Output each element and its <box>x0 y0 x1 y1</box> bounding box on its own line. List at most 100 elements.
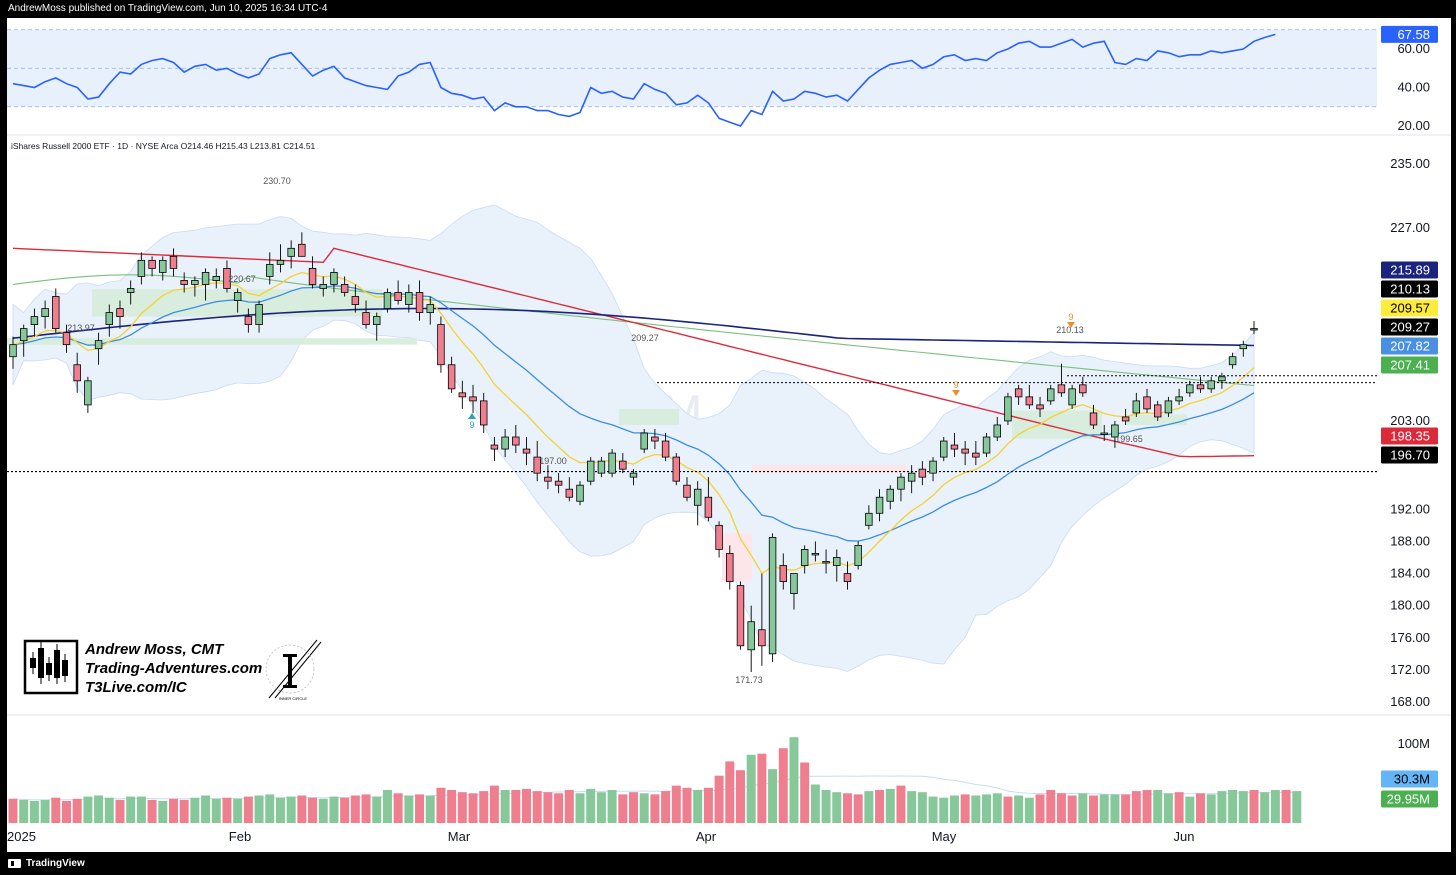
volume-bar <box>1228 790 1238 823</box>
volume-bar <box>1174 792 1184 823</box>
volume-bar <box>693 790 703 823</box>
candle-body <box>533 456 541 474</box>
volume-bar <box>554 793 564 823</box>
volume-bar <box>201 795 211 823</box>
demand-zone-mar <box>619 408 679 425</box>
annotation-high-209-27: 209.27 <box>631 333 659 343</box>
volume-bar <box>832 792 842 823</box>
candle-body <box>897 476 905 490</box>
candle-body <box>1057 384 1066 394</box>
volume-bar <box>543 792 553 823</box>
volume-badge-bg <box>1381 790 1438 808</box>
volume-bar <box>853 794 863 823</box>
volume-bar <box>703 787 713 823</box>
candle-body <box>30 316 39 325</box>
price-badge: 209.57 <box>1390 301 1430 316</box>
volume-bar <box>1078 793 1088 823</box>
volume-bar <box>318 798 328 823</box>
volume-bar <box>810 784 820 823</box>
candle-body <box>159 259 167 273</box>
volume-bar <box>1260 792 1270 823</box>
candle-body <box>1100 432 1108 435</box>
ema21-line <box>12 285 1255 542</box>
volume-bar <box>1281 790 1291 823</box>
volume-bar <box>425 795 435 823</box>
candle-body <box>1250 328 1258 331</box>
volume-bar <box>960 794 970 823</box>
chart-svg[interactable]: IWM, 1DiShares Russell 2000 ETF230.70220… <box>7 18 1451 852</box>
volume-bar <box>1056 793 1066 823</box>
volume-bar <box>789 737 799 823</box>
candle-body <box>597 460 606 474</box>
volume-bar <box>629 792 638 823</box>
candle-body <box>84 380 92 406</box>
candle-body <box>426 304 434 313</box>
candle-body <box>1153 404 1162 418</box>
volume-bar <box>457 792 467 823</box>
candle-body <box>62 332 71 346</box>
volume-bar <box>971 795 981 823</box>
volume-bar <box>94 795 104 823</box>
rsi-axis-label: 20.00 <box>1397 118 1430 133</box>
price-axis-label: 184.00 <box>1390 566 1430 581</box>
candle-body <box>768 536 777 655</box>
candle-body <box>907 472 916 482</box>
volume-bar <box>340 797 350 823</box>
volume-bar <box>211 798 221 823</box>
volume-bar <box>800 762 810 823</box>
brand-logo-candle <box>38 648 44 678</box>
rsi-line <box>12 33 1276 127</box>
candle-body <box>522 448 531 454</box>
candle-body <box>1004 396 1012 422</box>
volume-bar <box>992 793 1002 823</box>
candle-body <box>9 344 17 358</box>
volume-bar <box>864 791 874 823</box>
volume-bar <box>361 794 371 823</box>
volume-bar <box>1110 794 1120 823</box>
candle-body <box>586 460 595 482</box>
price-badge-bg <box>1381 356 1438 374</box>
candle-body <box>41 308 49 317</box>
volume-bar <box>8 798 18 823</box>
candle-body <box>1121 416 1130 422</box>
volume-bar <box>393 793 403 823</box>
chart-area[interactable]: IWM, 1DiShares Russell 2000 ETF230.70220… <box>7 18 1451 852</box>
candle-body <box>1218 376 1226 382</box>
volume-bar <box>735 770 745 823</box>
candle-body <box>651 436 659 442</box>
candle-body <box>458 392 467 398</box>
volume-bar <box>382 790 392 823</box>
candle-body <box>437 324 445 366</box>
volume-bar <box>1046 790 1056 823</box>
candle-body <box>1207 380 1215 390</box>
candle-body <box>447 364 456 390</box>
rsi-axis-label: 40.00 <box>1397 80 1430 95</box>
annotation-low-199-65: 199.65 <box>1115 434 1143 444</box>
volume-bar <box>243 796 253 823</box>
volume-bar <box>254 795 264 823</box>
symbol-info: iShares Russell 2000 ETF · 1D · NYSE Arc… <box>11 141 316 151</box>
candle-body <box>1047 388 1055 402</box>
candle-body <box>704 496 713 518</box>
volume-bar <box>1206 794 1216 823</box>
volume-bar <box>1121 794 1131 823</box>
volume-bar <box>1185 796 1195 823</box>
brand-name: Andrew Moss, CMT <box>84 641 225 658</box>
tradingview-brand[interactable]: TradingView <box>8 858 85 869</box>
price-axis-label: 235.00 <box>1390 156 1430 171</box>
time-axis-label: May <box>932 829 957 844</box>
volume-bar <box>329 796 339 823</box>
candle-body <box>340 284 349 293</box>
candle-body <box>116 308 124 317</box>
volume-bar <box>1163 793 1173 823</box>
volume-bar <box>436 787 446 823</box>
bollinger-band <box>12 204 1255 672</box>
volume-bar <box>532 791 542 823</box>
price-badge-bg <box>1381 299 1438 317</box>
candle-body <box>747 621 755 651</box>
volume-bar <box>875 790 885 823</box>
candle-body <box>918 468 927 478</box>
volume-bar <box>1249 790 1259 823</box>
candle-body <box>266 263 274 277</box>
